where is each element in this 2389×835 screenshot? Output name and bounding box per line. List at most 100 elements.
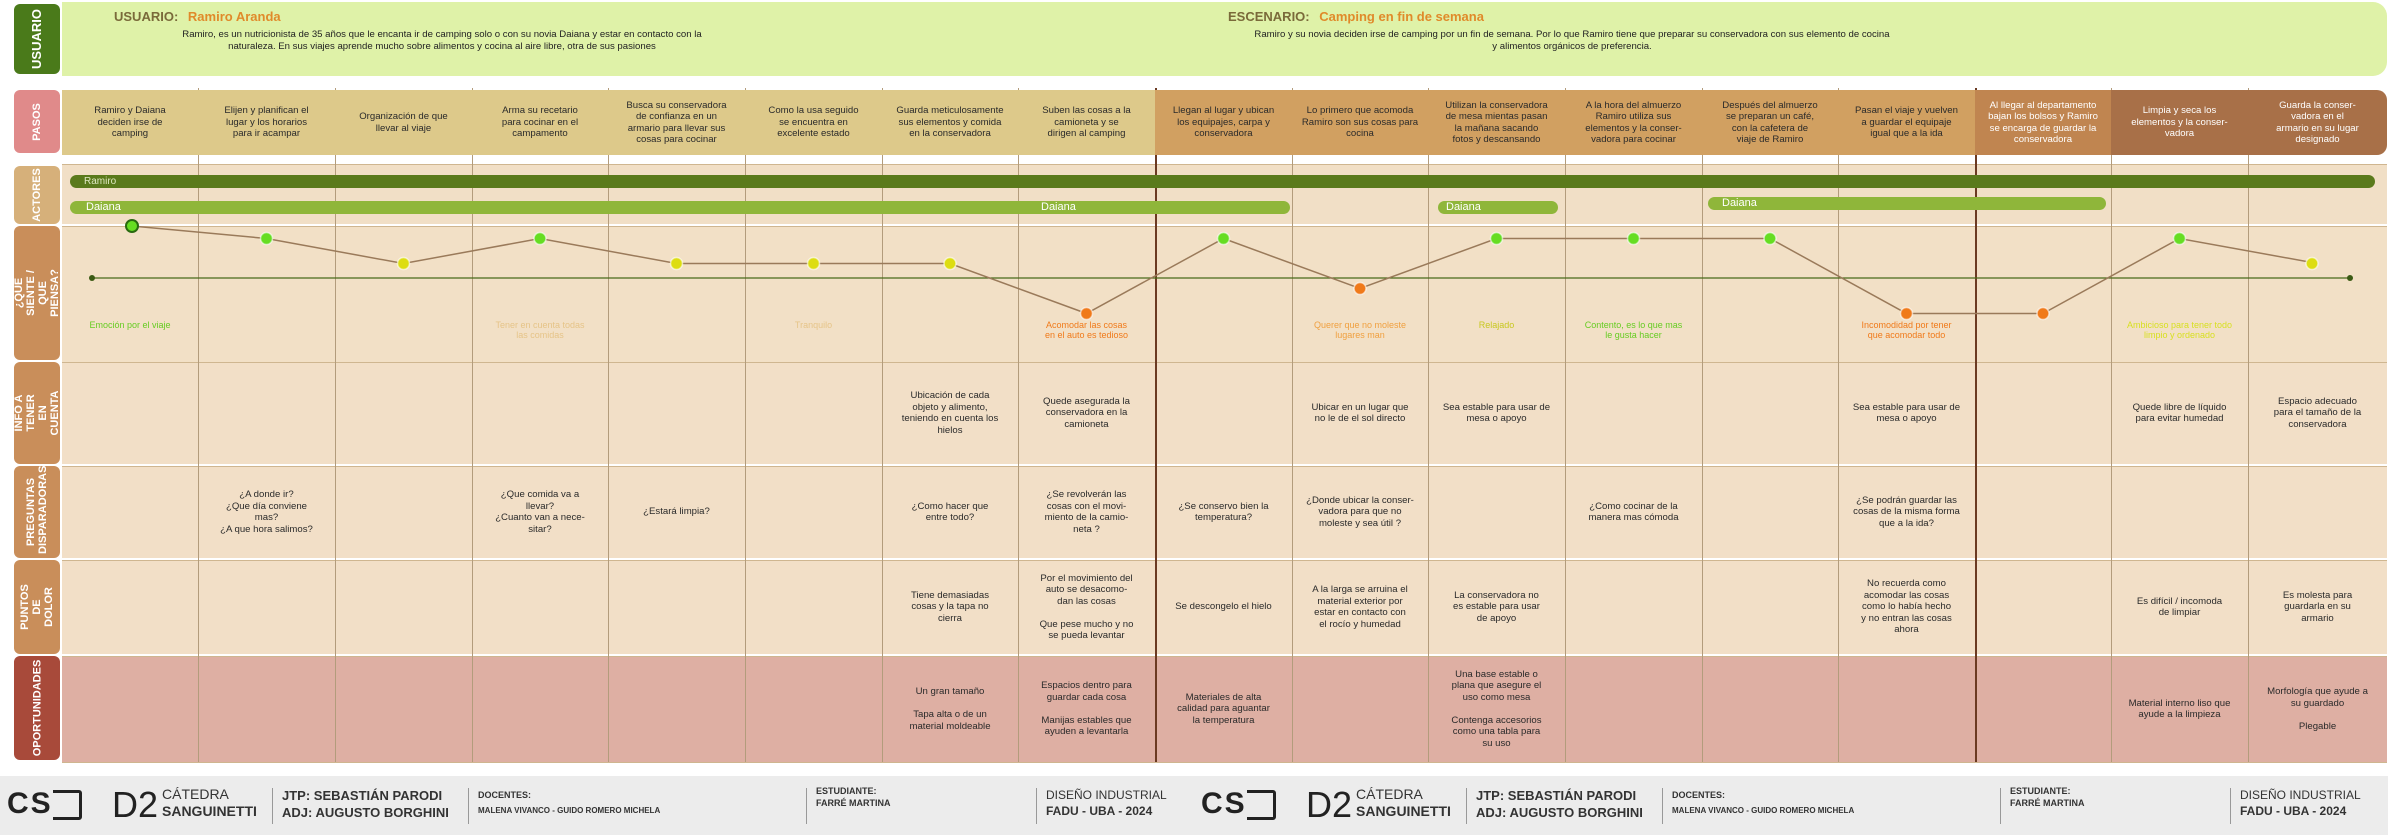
docentes-label: DOCENTES:	[1672, 790, 1726, 800]
info-cell: Ubicación de cada objeto y alimento, ten…	[901, 390, 999, 436]
column-divider	[608, 88, 609, 762]
column-divider	[2248, 88, 2249, 762]
opportunity-cell: Materiales de alta calidad para aguantar…	[1177, 691, 1270, 726]
pain-point-cell	[745, 562, 882, 652]
opportunity-cell	[1702, 658, 1838, 760]
scenario-name: Camping en fin de semana	[1319, 9, 1484, 24]
footer-divider	[1466, 788, 1467, 824]
carrera: DISEÑO INDUSTRIAL	[1046, 788, 1167, 802]
row-label-oportunidades: OPORTUNIDADES	[14, 656, 60, 760]
band-siente	[62, 226, 2387, 362]
pain-point-cell: Es molesta para guardarla en su armario	[2282, 589, 2353, 624]
cs-logo-text: CS	[1201, 787, 1247, 821]
opportunity-cell: Morfología que ayude a su guardado Plega…	[2267, 686, 2368, 732]
step-card: Elijen y planifican el lugar y los horar…	[198, 90, 335, 155]
question-cell: ¿Se revolverán las cosas con el movi- mi…	[1044, 489, 1129, 535]
footer-divider	[272, 788, 273, 824]
info-cell	[745, 364, 882, 462]
opportunity-cell	[1565, 658, 1702, 760]
estudiante: FARRÉ MARTINA	[816, 798, 891, 808]
opportunity-cell: Material interno liso que ayude a la lim…	[2128, 697, 2231, 721]
row-divider	[62, 762, 2387, 763]
column-divider	[1155, 88, 1157, 762]
scenario-label: ESCENARIO:	[1228, 9, 1310, 24]
user-banner: USUARIO: Ramiro Aranda Ramiro, es un nut…	[62, 2, 2387, 76]
cs-logo: CS	[7, 787, 82, 821]
footer-divider	[2230, 788, 2231, 824]
footer-divider	[2000, 788, 2001, 824]
opportunity-cell: Una base estable o plana que asegure el …	[1451, 668, 1542, 749]
column-divider	[198, 88, 199, 762]
emotion-label: Relajado	[1478, 320, 1515, 330]
info-cell	[1155, 364, 1292, 462]
adj: ADJ: AUGUSTO BORGHINI	[282, 805, 449, 820]
scenario-title: ESCENARIO: Camping en fin de semana	[1228, 9, 1484, 24]
row-divider	[62, 226, 2387, 227]
step-card: Utilizan la conservadora de mesa mientas…	[1428, 90, 1565, 155]
docentes: MALENA VIVANCO - GUIDO ROMERO MICHELA	[478, 806, 661, 815]
pain-point-cell: Se descongelo el hielo	[1175, 601, 1272, 613]
column-divider	[1702, 88, 1703, 762]
row-divider	[62, 656, 2387, 657]
info-cell	[1565, 364, 1702, 462]
column-divider	[335, 88, 336, 762]
opportunity-cell	[335, 658, 472, 760]
course-code: D2	[1306, 784, 1353, 825]
column-divider	[1838, 88, 1839, 762]
pain-point-cell: Por el movimiento del auto se desacomo- …	[1039, 572, 1134, 642]
catedra-name: SANGUINETTI	[162, 803, 257, 819]
question-cell: ¿Se conservo bien la temperatura?	[1178, 500, 1269, 524]
pain-point-cell	[472, 562, 608, 652]
question-cell: ¿Se podrán guardar las cosas de la misma…	[1853, 494, 1960, 529]
row-label-siente: ¿QUE SIENTE / QUE PIENSA?	[13, 226, 61, 360]
step-card: Al llegar al departamento bajan los bols…	[1975, 90, 2111, 155]
question-cell: ¿A donde ir? ¿Que día conviene mas? ¿A q…	[220, 489, 313, 535]
info-cell	[1702, 364, 1838, 462]
opportunity-cell	[608, 658, 745, 760]
jtp: JTP: SEBASTIÁN PARODI	[1476, 788, 1637, 803]
band-dolor	[62, 560, 2387, 654]
emotion-label: Contento, es lo que mas le gusta hacer	[1584, 320, 1683, 340]
catedra-label: CÁTEDRA	[1356, 786, 1423, 802]
row-label-pasos: PASOS	[14, 90, 60, 153]
actor-label-daiana: Daiana	[1041, 201, 1076, 213]
row-divider	[62, 362, 2387, 363]
docentes-label: DOCENTES:	[478, 790, 532, 800]
course-code: D2	[112, 784, 159, 825]
question-cell	[2111, 468, 2248, 556]
actor-bar-daiana-4: Daiana	[1708, 197, 2106, 210]
question-cell: ¿Como hacer que entre todo?	[911, 500, 989, 524]
actor-bar-daiana: Daiana	[70, 201, 1290, 214]
row-divider	[62, 164, 2387, 165]
opportunity-cell	[1292, 658, 1428, 760]
info-cell: Ubicar en un lugar que no le de el sol d…	[1311, 401, 1409, 425]
footer-divider	[806, 788, 807, 824]
institucion: FADU - UBA - 2024	[2240, 804, 2347, 818]
band-preguntas	[62, 466, 2387, 558]
info-cell	[1975, 364, 2111, 462]
info-cell	[335, 364, 472, 462]
pain-point-cell: Es difícil / incomoda de limpiar	[2136, 595, 2223, 619]
catedra-label: CÁTEDRA	[162, 786, 229, 802]
question-cell	[62, 468, 198, 556]
step-card: Después del almuerzo se preparan un café…	[1702, 90, 1838, 155]
question-cell	[1428, 468, 1565, 556]
step-card: Ramiro y Daiana deciden irse de camping	[62, 90, 198, 155]
actor-label-daiana: Daiana	[1446, 201, 1481, 213]
carrera: DISEÑO INDUSTRIAL	[2240, 788, 2361, 802]
pain-point-cell: La conservadora no es estable para usar …	[1453, 589, 1540, 624]
user-name: Ramiro Aranda	[187, 9, 281, 24]
emotion-label: Tranquilo	[794, 320, 833, 330]
scenario-description: Ramiro y su novia deciden irse de campin…	[1254, 29, 1890, 52]
opportunity-cell: Espacios dentro para guardar cada cosa M…	[1041, 680, 1132, 738]
emotion-label: Ambicioso para tener todo limpio y orden…	[2126, 320, 2233, 340]
user-title: USUARIO: Ramiro Aranda	[114, 9, 281, 24]
pain-point-cell: A la larga se arruina el material exteri…	[1312, 584, 1408, 630]
opportunity-cell: Un gran tamaño Tapa alta o de un materia…	[909, 686, 991, 732]
question-cell	[1975, 468, 2111, 556]
info-cell	[198, 364, 335, 462]
pain-point-cell	[1975, 562, 2111, 652]
actor-label-daiana: Daiana	[1722, 197, 1757, 209]
opportunity-cell	[198, 658, 335, 760]
